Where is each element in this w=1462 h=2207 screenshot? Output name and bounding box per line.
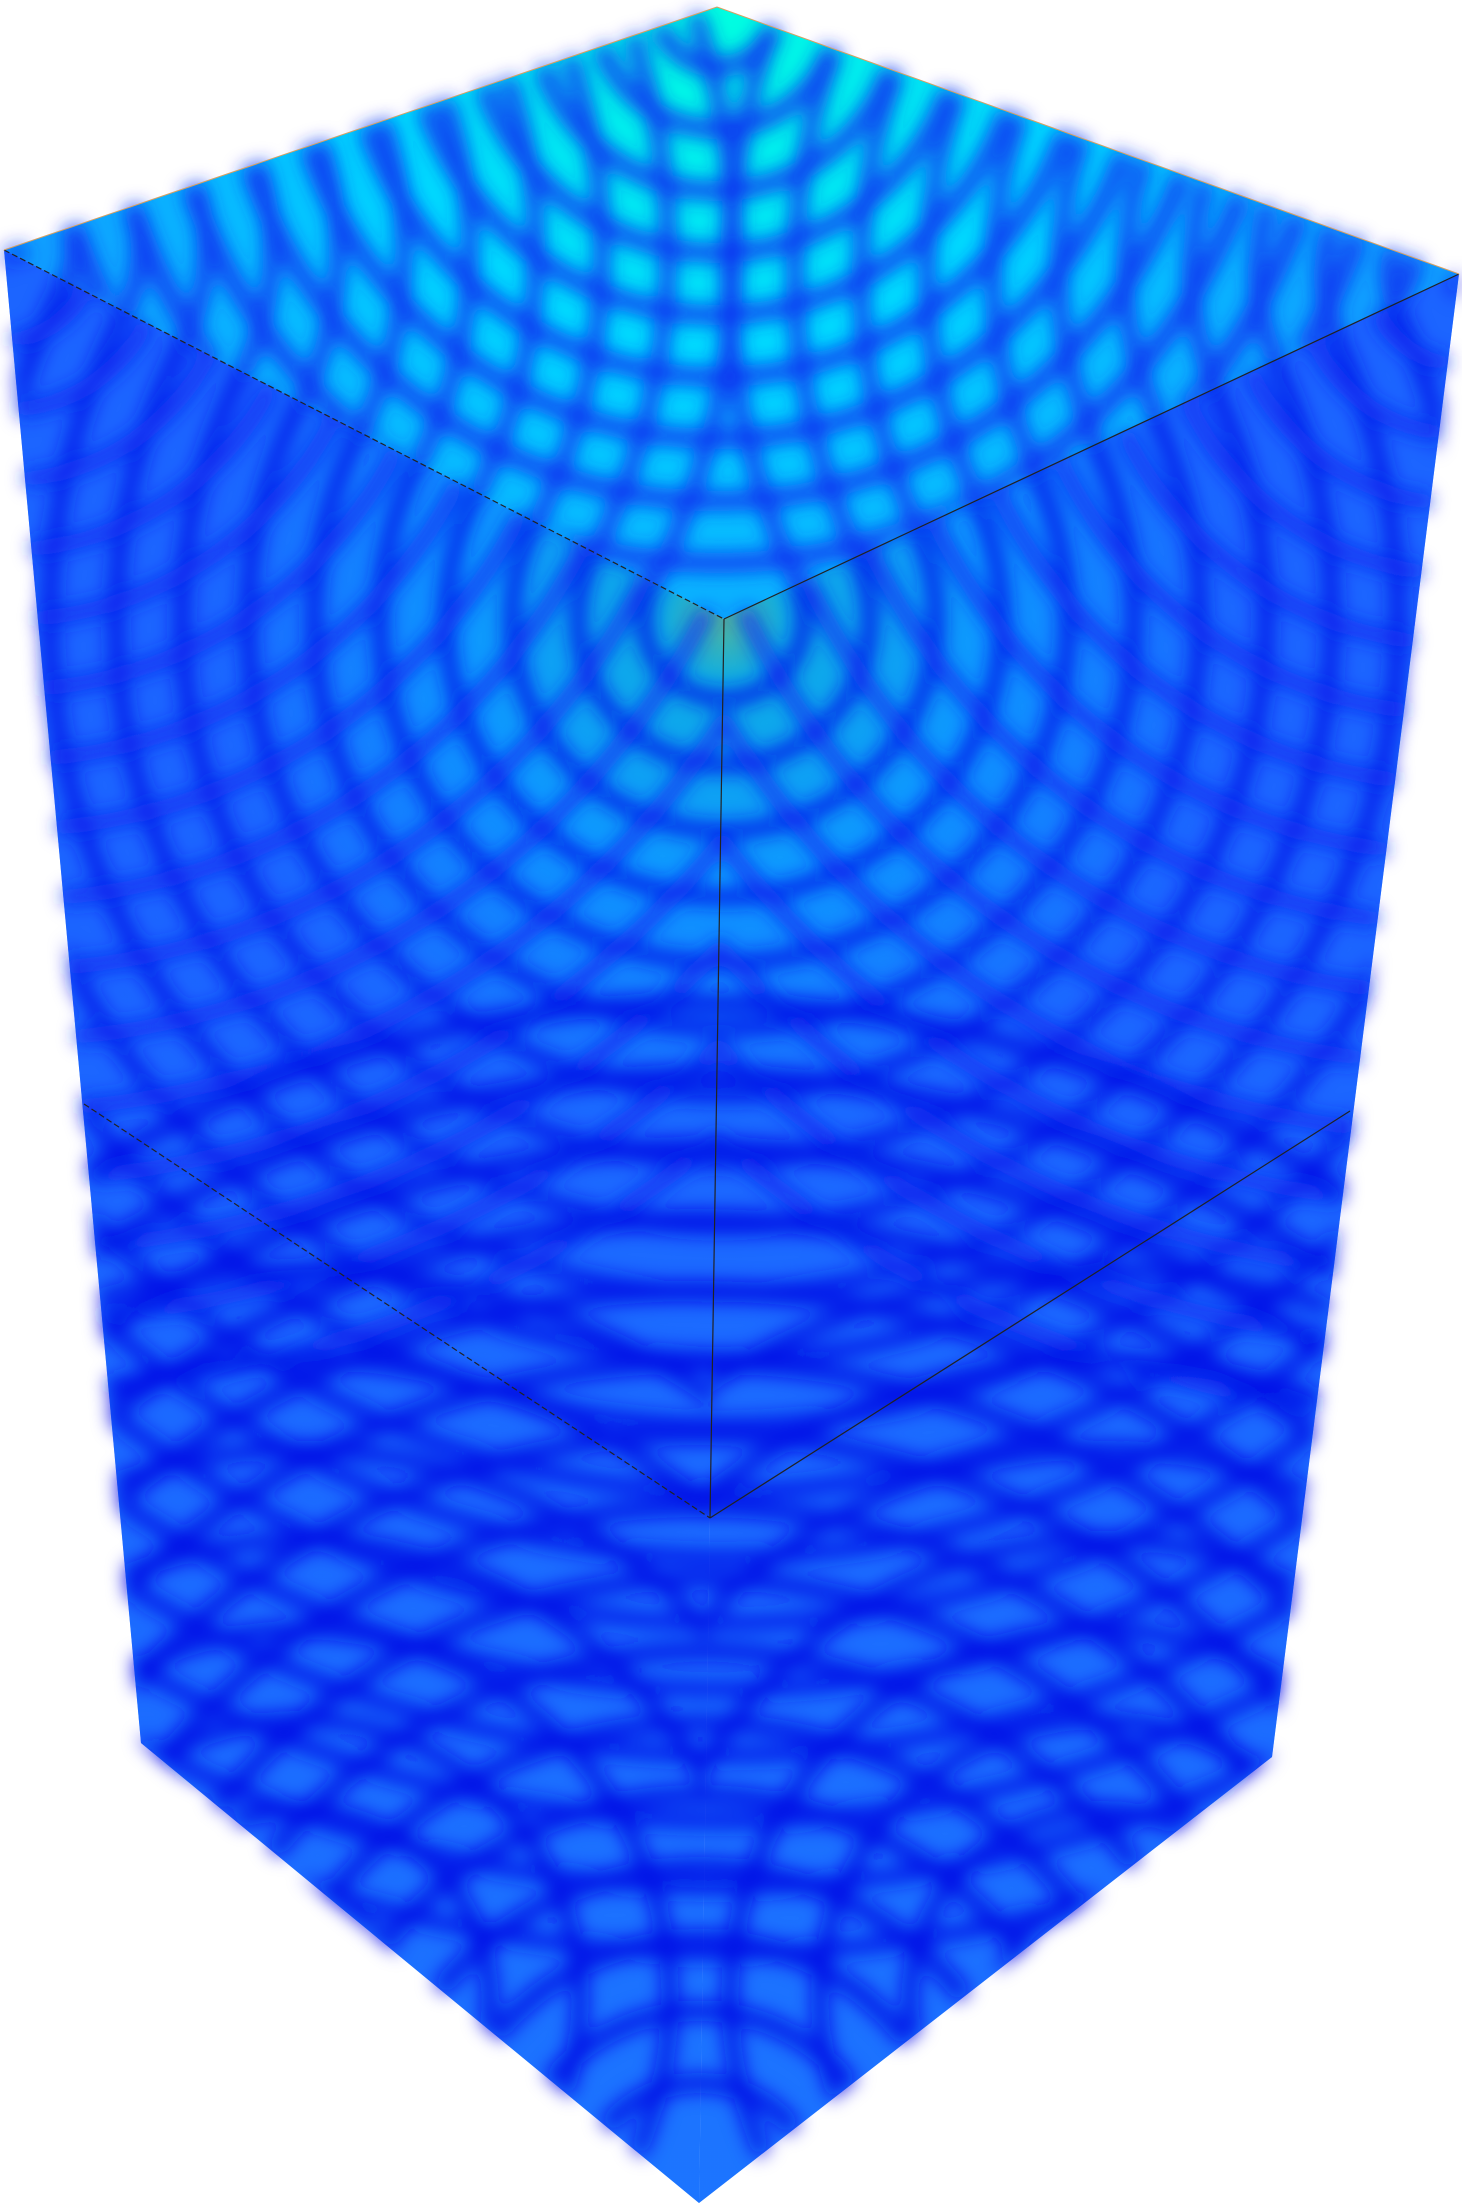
wave-ring — [1182, 7, 1459, 551]
wave-group — [4, 993, 724, 2203]
wave-ring — [173, 250, 724, 1170]
wave-ring — [523, 7, 911, 201]
wave-ring — [699, 274, 1275, 1170]
wave-ring — [4, 1425, 724, 2203]
wave-ring — [720, 7, 1459, 619]
wave-ring — [984, 7, 1459, 619]
edge — [716, 6, 1460, 275]
wave-ring — [1248, 63, 1459, 485]
wave-ring — [497, 2001, 724, 2203]
wave-ring — [4, 1531, 724, 2203]
wave-ring — [503, 398, 724, 840]
cube-edges — [3, 6, 1460, 1519]
wave-ring — [1050, 7, 1459, 619]
wave-ring — [353, 1857, 724, 2203]
wave-ring — [4, 1351, 724, 2203]
wave-ring — [4, 1065, 724, 2203]
wave-ring — [281, 1785, 724, 2203]
wave-ring — [4, 1261, 724, 2203]
wave-ring — [399, 7, 1035, 325]
wave-ring — [699, 1351, 1459, 2203]
wave-ring — [4, 7, 413, 619]
edge — [83, 1103, 711, 1519]
wave-ring — [4, 7, 281, 527]
wave-ring — [4, 1441, 724, 2203]
wave-ring — [786, 7, 1459, 619]
wave-ring — [699, 274, 1459, 1632]
edge — [723, 273, 1460, 620]
wave-ring — [4, 1209, 724, 2203]
wave-ring — [4, 171, 83, 329]
edge — [709, 618, 725, 1519]
wave-ring — [4, 1353, 724, 2203]
wave-ring — [4, 1137, 724, 2203]
wave-ring — [4, 7, 677, 619]
wave-ring — [699, 274, 1209, 1104]
wave-ring — [4, 7, 347, 593]
wave-ring — [461, 7, 973, 263]
wave-ring — [4, 39, 215, 461]
wave-ring — [699, 1531, 1459, 2203]
wave-ring — [699, 274, 1459, 1698]
wave-ring — [107, 250, 724, 1236]
wave-ring — [213, 7, 1221, 511]
wave-ring — [305, 250, 724, 1038]
wave-ring — [209, 1713, 724, 2203]
wave-ring — [699, 274, 1459, 1764]
wave-group — [720, 7, 1459, 619]
edge — [3, 6, 718, 251]
wave-ring — [4, 7, 611, 619]
wave-ring — [371, 266, 724, 972]
edge — [709, 1110, 1351, 1519]
wave-ring — [569, 2073, 724, 2203]
wave-ring — [721, 1621, 1459, 2203]
wave-ring — [1314, 129, 1459, 419]
wave-ring — [852, 7, 1459, 619]
wave-ring — [425, 1929, 724, 2203]
wave-ring — [699, 274, 1459, 1896]
wave-ring — [4, 993, 724, 2203]
wave-ring — [635, 530, 724, 708]
wave-ring — [699, 274, 1459, 1434]
wave-ring — [4, 1621, 679, 2203]
wave-ring — [4, 1281, 724, 2203]
wave-ring — [699, 274, 1143, 1038]
wave-ring — [4, 7, 479, 619]
wave-ring — [918, 7, 1459, 619]
wave-ring — [1116, 7, 1459, 617]
wave-ring — [699, 274, 1459, 1566]
wave-ring — [4, 7, 545, 619]
wave-ring — [151, 7, 1283, 573]
wave-ring — [991, 1891, 1209, 2109]
wave-ring — [65, 1569, 724, 2203]
wave-ring — [137, 1641, 724, 2203]
wave-ring — [191, 1891, 409, 2109]
wave-ring — [569, 464, 724, 774]
wave-ring — [1380, 195, 1459, 353]
wave-ring — [4, 105, 149, 395]
wave-ring — [699, 274, 1459, 1830]
wave-ring — [699, 1441, 1459, 2203]
